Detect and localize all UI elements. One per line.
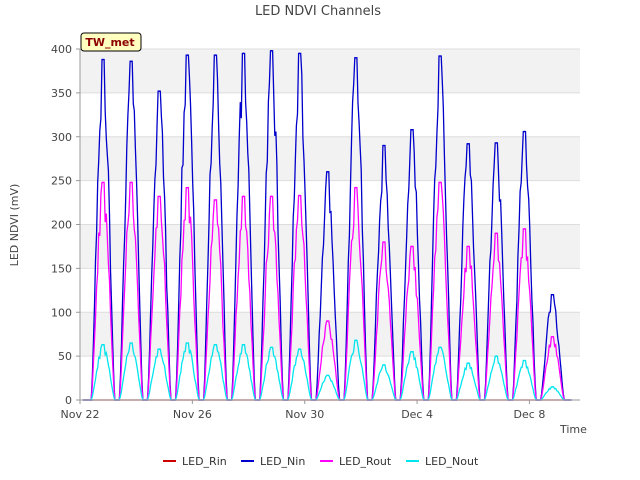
y-tick-label: 300 (51, 131, 72, 144)
data-point-led-nout (439, 346, 441, 349)
data-point-led-nin (523, 130, 526, 133)
y-tick-label: 150 (51, 262, 72, 275)
data-point-led-nout (411, 350, 413, 353)
data-point-led-rout (186, 186, 189, 189)
data-point-led-nout (551, 386, 554, 388)
data-point-led-nout (270, 346, 273, 349)
station-badge-box (80, 32, 142, 52)
chart-title: LED NDVI Channels (255, 4, 381, 19)
data-point-led-rout (467, 245, 470, 248)
data-point-led-nout (214, 343, 217, 346)
data-point-led-nout (130, 342, 132, 344)
data-point-led-nout (327, 374, 329, 377)
data-point-led-nout (383, 364, 385, 366)
x-axis-label: Time (559, 423, 587, 436)
y-tick-label: 0 (65, 394, 72, 407)
data-point-led-rout (523, 228, 526, 230)
data-point-led-nin (102, 58, 104, 61)
data-point-led-nin (383, 144, 385, 147)
data-point-led-nin (270, 50, 273, 52)
data-point-led-nin (439, 55, 441, 57)
data-point-led-rout (298, 194, 301, 197)
data-point-led-rout (214, 199, 217, 201)
data-point-led-rout (439, 181, 441, 184)
data-point-led-nin (467, 143, 470, 145)
data-point-led-nin (411, 128, 413, 131)
data-point-led-nout (158, 348, 160, 350)
data-point-led-nin (186, 54, 189, 56)
x-tick-label: Nov 22 (61, 408, 100, 421)
data-point-led-nin (298, 52, 301, 55)
data-point-led-rout (327, 320, 329, 322)
data-point-led-nout (523, 359, 526, 362)
data-point-led-nin (355, 57, 357, 59)
y-tick-label: 50 (58, 350, 72, 363)
y-tick-label: 350 (51, 87, 72, 100)
data-point-led-nout (495, 355, 498, 357)
data-point-led-nout (298, 348, 301, 350)
data-point-led-nin (242, 52, 245, 55)
legend-label-led-rin: LED_Rin (182, 455, 227, 468)
axes: 0 50 100 150 200 250 300 350 400 Nov 22 Nov 26 Nov … (51, 43, 580, 421)
data-point-led-rout (355, 186, 357, 189)
plot-band (80, 49, 580, 93)
data-point-led-rout (130, 181, 132, 184)
x-tick-label: Dec 8 (514, 408, 546, 421)
station-badge-label: TW_met (85, 36, 134, 49)
data-point-led-nout (242, 343, 245, 346)
data-point-led-rout (383, 241, 385, 243)
data-point-led-rout (551, 336, 554, 338)
y-tick-label: 100 (51, 306, 72, 319)
data-point-led-nin (214, 54, 217, 56)
data-point-led-nout (467, 362, 470, 364)
x-tick-label: Nov 26 (173, 408, 212, 421)
data-point-led-nin (551, 293, 554, 296)
y-tick-label: 400 (51, 43, 72, 56)
data-point-led-nin (158, 90, 160, 92)
data-point-led-nin (130, 60, 132, 63)
x-tick-label: Dec 4 (401, 408, 433, 421)
x-tick-label: Nov 30 (285, 408, 324, 421)
legend-label-led-rout: LED_Rout (339, 455, 392, 468)
data-point-led-rout (102, 181, 104, 184)
y-axis-label: LED NDVI (mV) (8, 184, 21, 267)
data-point-led-rout (242, 195, 245, 198)
station-badge: TW_met (80, 32, 142, 52)
legend-label-led-nin: LED_Nin (260, 455, 305, 468)
data-point-led-nin (495, 142, 498, 144)
y-tick-label: 250 (51, 175, 72, 188)
data-point-led-nout (102, 343, 104, 346)
data-point-led-rout (495, 232, 498, 235)
data-point-led-nout (355, 339, 357, 342)
data-point-led-rout (411, 245, 413, 248)
legend: LED_Rin LED_Nin LED_Rout LED_Nout (163, 455, 479, 468)
data-point-led-rout (270, 195, 273, 198)
y-tick-label: 200 (51, 219, 72, 232)
data-point-led-nin (327, 171, 329, 173)
data-point-led-rout (158, 195, 160, 198)
legend-label-led-nout: LED_Nout (425, 455, 479, 468)
data-point-led-nout (186, 342, 189, 344)
